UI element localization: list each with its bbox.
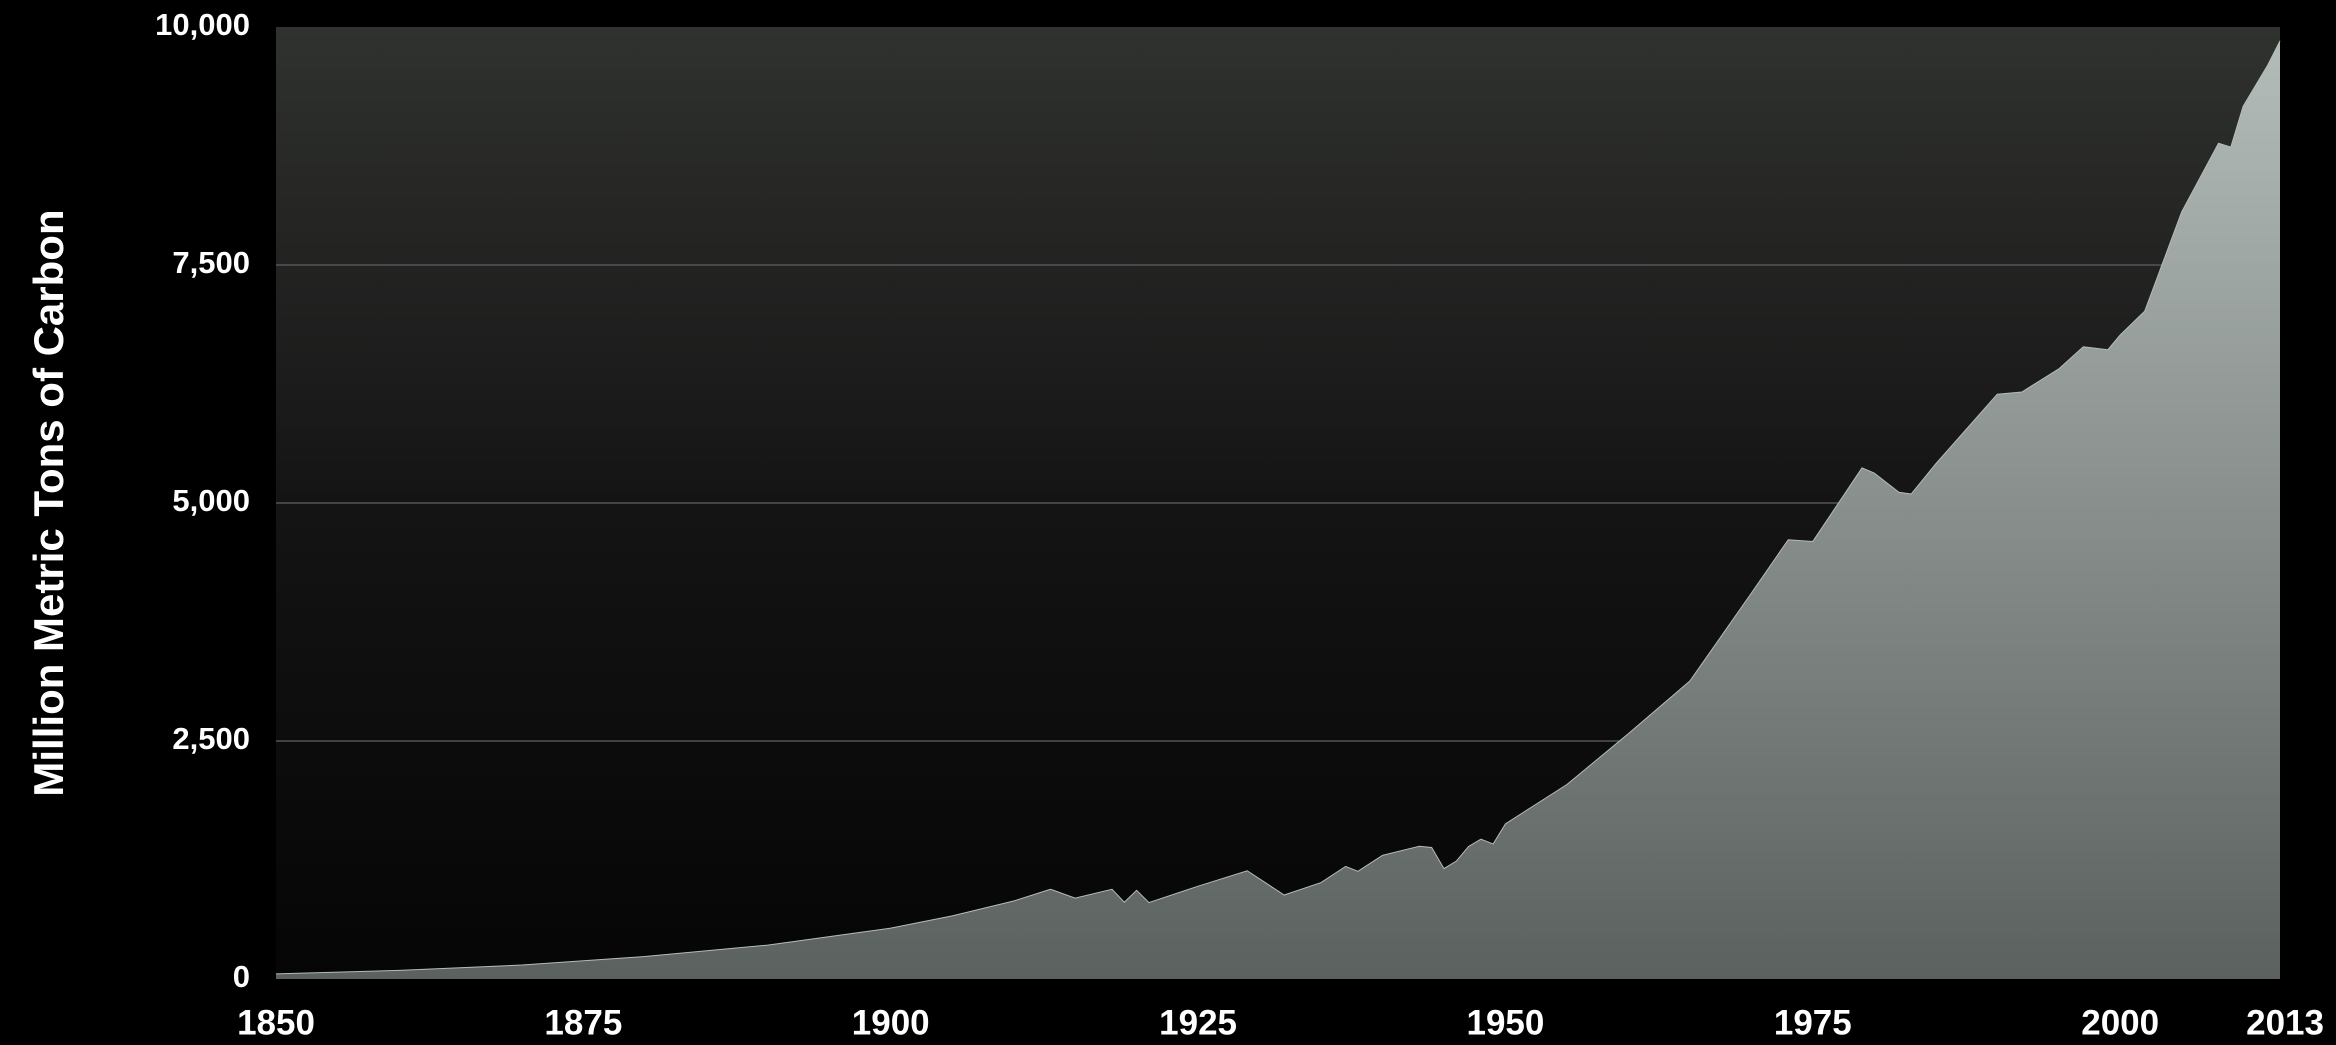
x-tick-label: 1850 (237, 1003, 315, 1042)
y-tick-label: 0 (233, 959, 250, 994)
y-axis-title: Million Metric Tons of Carbon (25, 209, 72, 796)
x-tick-label: 1950 (1467, 1003, 1545, 1042)
x-tick-label: 2000 (2081, 1003, 2159, 1042)
y-tick-label: 10,000 (155, 7, 250, 42)
x-tick-label: 1900 (852, 1003, 930, 1042)
y-tick-label: 2,500 (172, 721, 250, 756)
x-tick-label: 1875 (544, 1003, 622, 1042)
y-tick-label: 5,000 (172, 483, 250, 518)
y-tick-label: 7,500 (172, 245, 250, 280)
x-tick-label: 1925 (1159, 1003, 1237, 1042)
x-tick-label: 2013 (2246, 1003, 2324, 1042)
area-line (275, 40, 2281, 975)
area (276, 40, 2280, 980)
x-tick-label: 1975 (1774, 1003, 1852, 1042)
